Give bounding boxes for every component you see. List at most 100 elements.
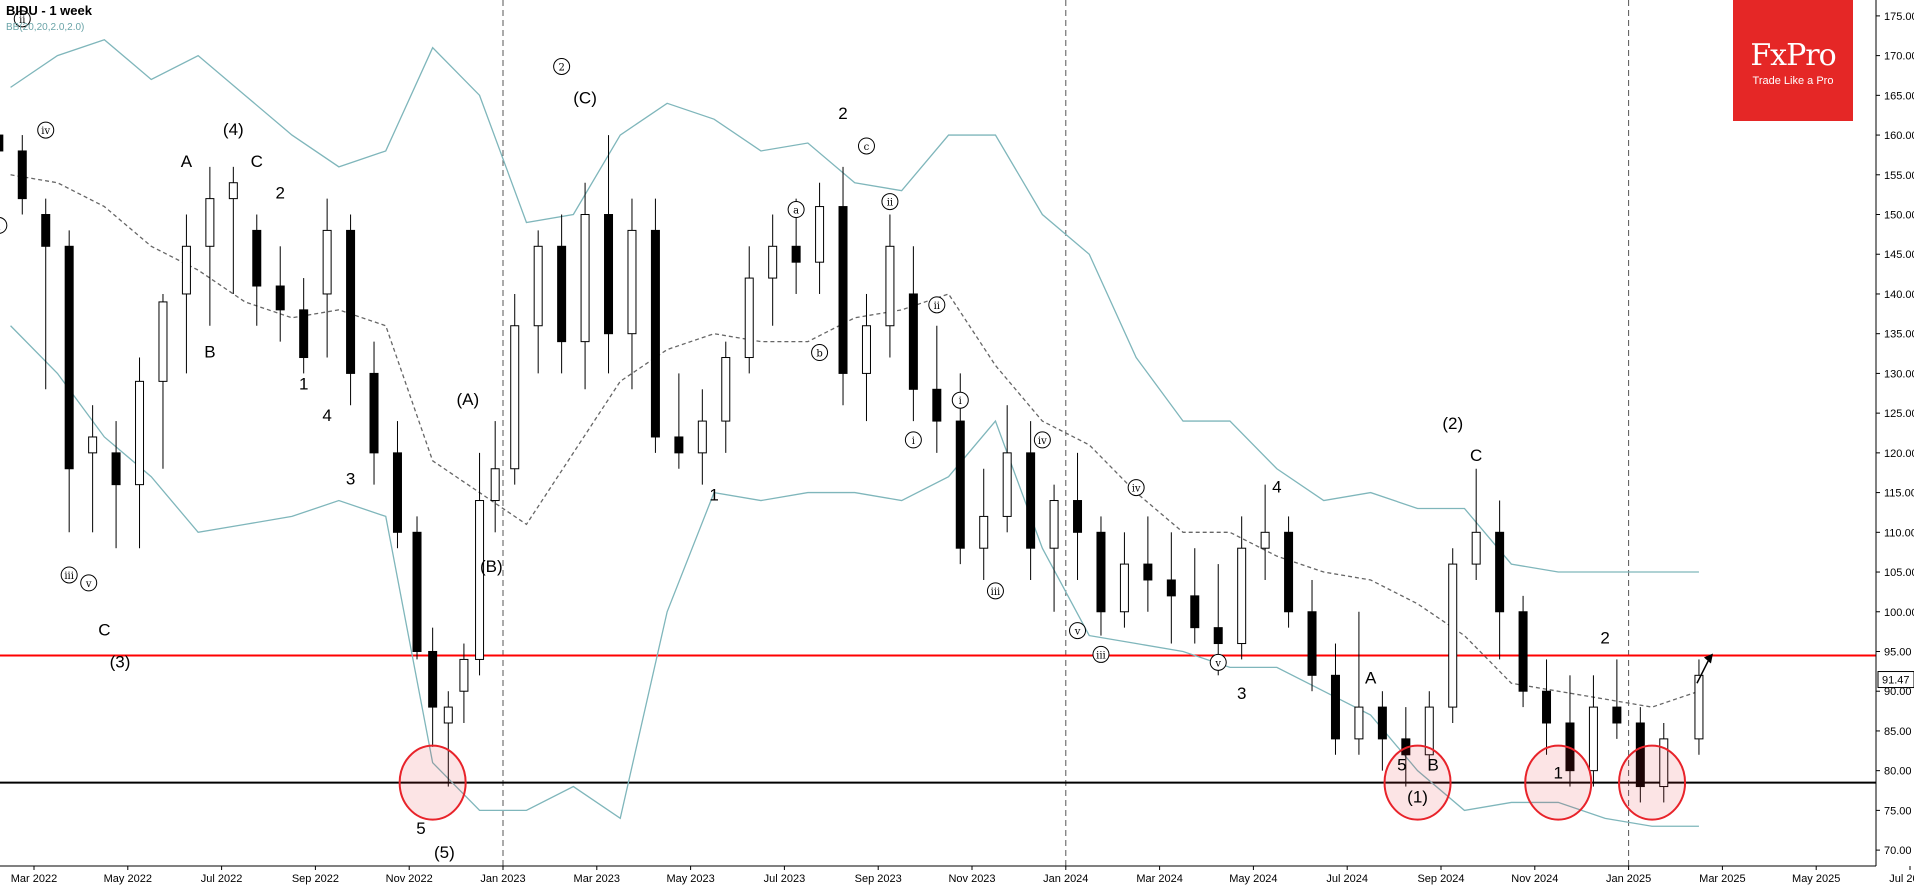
wave-label: 2 — [1600, 629, 1609, 648]
candle-body — [370, 373, 378, 452]
wave-label: c — [858, 138, 874, 154]
candle — [1285, 516, 1293, 627]
candle-body — [675, 437, 683, 453]
x-tick-label: Nov 2024 — [1511, 873, 1558, 885]
candle — [651, 199, 659, 453]
y-tick-label: 145.00 — [1884, 249, 1914, 261]
y-tick-label: 165.00 — [1884, 90, 1914, 102]
wave-label-text: iii — [64, 571, 74, 582]
y-tick-label: 105.00 — [1884, 567, 1914, 579]
candle-body — [839, 207, 847, 374]
wave-label: 3 — [1237, 684, 1246, 703]
candle-body — [909, 294, 917, 389]
wave-label-text: C — [251, 152, 263, 171]
wave-label-text: (2) — [1442, 414, 1463, 433]
candle-body — [159, 302, 167, 381]
wave-label: i — [952, 392, 968, 408]
candle-body — [511, 326, 519, 469]
wave-label-text: 2 — [838, 104, 847, 123]
candle-body — [276, 286, 284, 310]
wave-label-text: 4 — [322, 406, 331, 425]
wave-label-text: (4) — [223, 120, 244, 139]
wave-label: A — [181, 152, 193, 171]
wave-label-text: iv — [1038, 436, 1047, 447]
wave-label: 1 — [1554, 764, 1563, 783]
candle — [1449, 548, 1457, 723]
x-tick-label: Jan 2024 — [1043, 873, 1088, 885]
wave-label: iv — [1128, 480, 1144, 496]
wave-label-text: c — [864, 142, 870, 153]
y-tick-label: 140.00 — [1884, 289, 1914, 301]
y-tick-label: 160.00 — [1884, 130, 1914, 142]
wave-label: (1) — [1407, 787, 1428, 806]
wave-label: C — [1470, 446, 1482, 465]
wave-label-text: i — [959, 396, 962, 407]
y-tick-label: 150.00 — [1884, 210, 1914, 222]
wave-label-text: B — [1428, 756, 1439, 775]
candle-body — [933, 389, 941, 421]
candle — [1519, 596, 1527, 707]
candle-body — [980, 516, 988, 548]
x-tick-label: Sep 2023 — [855, 873, 902, 885]
x-tick-label: Nov 2023 — [948, 873, 995, 885]
y-tick-label: 125.00 — [1884, 408, 1914, 420]
wave-label-text: 3 — [346, 470, 355, 489]
candle-body — [745, 278, 753, 357]
candle-body — [18, 151, 26, 199]
candle-body — [1355, 707, 1363, 739]
x-tick-label: Jan 2025 — [1606, 873, 1651, 885]
wave-label-text: (A) — [456, 390, 479, 409]
candle-body — [1003, 453, 1011, 517]
candle-body — [1449, 564, 1457, 707]
wave-label: v — [81, 575, 97, 591]
x-tick-label: May 2024 — [1229, 873, 1277, 885]
candle-body — [1285, 532, 1293, 611]
wave-label: i — [905, 432, 921, 448]
wave-label: ii — [929, 297, 945, 313]
y-tick-label: 170.00 — [1884, 51, 1914, 63]
y-tick-label: 100.00 — [1884, 607, 1914, 619]
y-tick-label: 135.00 — [1884, 329, 1914, 341]
candle-body — [300, 310, 308, 358]
wave-label-text: iv — [1132, 484, 1141, 495]
y-tick-label: 75.00 — [1884, 805, 1912, 817]
candle-body — [429, 651, 437, 707]
candle-body — [491, 469, 499, 501]
wave-label-text: 2 — [1600, 629, 1609, 648]
candle-body — [886, 246, 894, 325]
candle-body — [347, 230, 355, 373]
wave-label: C — [251, 152, 263, 171]
candle-body — [1074, 501, 1082, 533]
candle-body — [534, 246, 542, 325]
wave-label-text: i — [912, 436, 915, 447]
chart-title: BIDU - 1 week — [6, 3, 92, 18]
wave-label-text: 1 — [709, 486, 718, 505]
candle-body — [769, 246, 777, 278]
candle-body — [1191, 596, 1199, 628]
highlight-circle — [1385, 746, 1451, 820]
candle-body — [558, 246, 566, 341]
wave-label: 2 — [838, 104, 847, 123]
wave-label: iv — [1034, 432, 1050, 448]
candle-body — [1543, 691, 1551, 723]
y-tick-label: 120.00 — [1884, 448, 1914, 460]
wave-label: ii — [882, 194, 898, 210]
candle-body — [460, 659, 468, 691]
candle-body — [1027, 453, 1035, 548]
candle-body — [1472, 532, 1480, 564]
x-tick-label: May 2022 — [104, 873, 152, 885]
wave-label-text: 2 — [275, 184, 284, 203]
candle-body — [1331, 675, 1339, 739]
wave-label: 1 — [709, 486, 718, 505]
wave-label: A — [1365, 668, 1377, 687]
wave-label-text: (B) — [480, 557, 503, 576]
x-tick-label: Sep 2022 — [292, 873, 339, 885]
x-tick-label: Jul 2025 — [1889, 873, 1914, 885]
wave-label: 2 — [275, 184, 284, 203]
wave-label: (B) — [480, 557, 503, 576]
x-tick-label: Mar 2024 — [1136, 873, 1182, 885]
wave-label-text: (1) — [1407, 787, 1428, 806]
wave-label: 5 — [1397, 756, 1406, 775]
wave-label-text: C — [98, 621, 110, 640]
candle-body — [1120, 564, 1128, 612]
